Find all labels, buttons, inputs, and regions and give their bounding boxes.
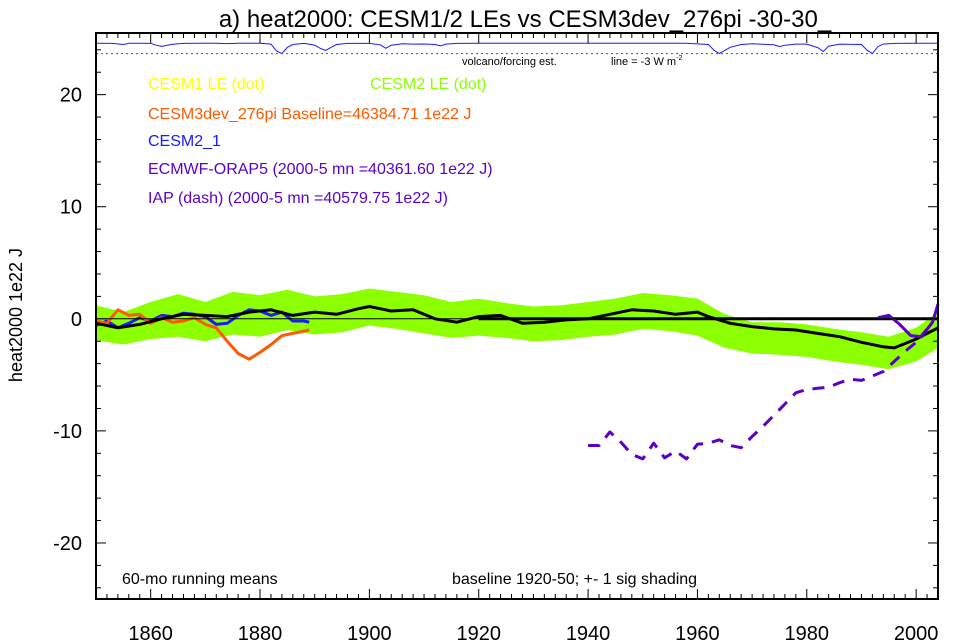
volcano-line-label-text: line = -3 W m xyxy=(611,56,676,68)
annotation-running-means: 60-mo running means xyxy=(122,571,278,588)
x-tick-label: 1860 xyxy=(128,623,173,641)
cesm2-le-band xyxy=(96,288,938,370)
x-tick-label: 1960 xyxy=(675,623,720,641)
legend-ecmwf-orap5: ECMWF-ORAP5 (2000-5 mn =40361.60 1e22 J) xyxy=(148,161,493,178)
y-tick-label: 0 xyxy=(71,309,82,331)
legend-cesm1-le: CESM1 LE (dot) xyxy=(148,76,264,93)
y-tick-label: -10 xyxy=(53,421,82,443)
plot-frame xyxy=(95,32,939,600)
x-tick-label: 1880 xyxy=(238,623,283,641)
x-tick-label: 2000 xyxy=(894,623,939,641)
y-axis-label: heat2000 1e22 J xyxy=(6,248,26,382)
y-tick-label: 10 xyxy=(60,197,82,219)
x-tick-label: 1940 xyxy=(566,623,611,641)
series-cesm2-le-mean xyxy=(95,305,939,350)
chart-title: a) heat2000: CESM1/2 LEs vs CESM3dev_276… xyxy=(219,6,832,33)
y-tick-label: -20 xyxy=(53,533,82,555)
x-tick-label: 1920 xyxy=(456,623,501,641)
x-tick-label: 1900 xyxy=(347,623,392,641)
series-iap xyxy=(588,327,929,461)
x-tick-label: 1980 xyxy=(785,623,830,641)
volcano-forcing-trace xyxy=(95,42,938,55)
legend-cesm2-1: CESM2_1 xyxy=(148,133,221,150)
cesm2-le-band-layer xyxy=(96,288,938,370)
volcano-layer xyxy=(95,42,938,55)
annotation-baseline: baseline 1920-50; +- 1 sig shading xyxy=(452,571,697,588)
legend-cesm3dev: CESM3dev_276pi Baseline=46384.71 1e22 J xyxy=(148,106,471,123)
y-tick-label: 20 xyxy=(60,85,82,107)
series-ecmwf-orap5 xyxy=(877,303,940,339)
legend-iap: IAP (dash) (2000-5 mn =40579.75 1e22 J) xyxy=(148,190,448,207)
volcano-line-label: line = -3 W m-2 xyxy=(611,55,682,68)
volcano-label: volcano/forcing est. xyxy=(462,56,557,68)
volcano-line-label-exponent: -2 xyxy=(676,55,682,62)
axes-layer: 1860 1880 1900 1920 1940 1960 1980 2000 -20 -10 0 1… xyxy=(53,32,939,641)
series-cesm3dev-276pi xyxy=(95,308,310,361)
legend-cesm2-le: CESM2 LE (dot) xyxy=(370,76,486,93)
